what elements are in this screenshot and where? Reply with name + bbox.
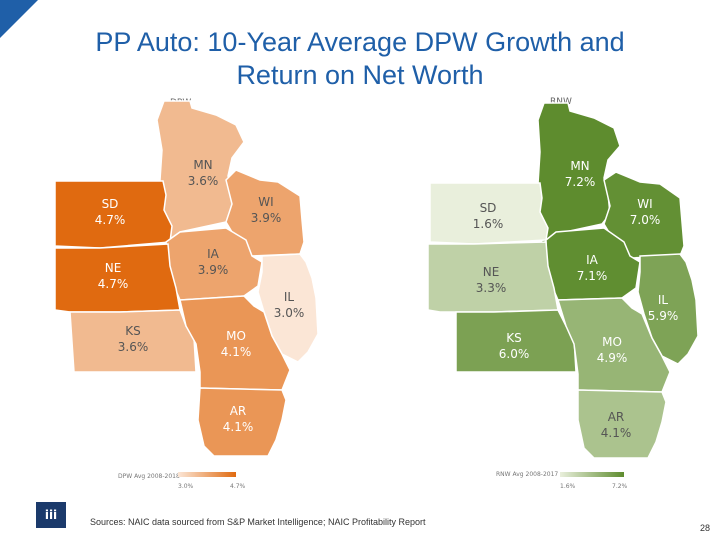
state-value-mo: 4.9% bbox=[597, 351, 628, 365]
state-value-ia: 3.9% bbox=[198, 263, 229, 277]
state-abbr-il: IL bbox=[284, 290, 295, 304]
state-value-mn: 3.6% bbox=[188, 174, 219, 188]
slide-title: PP Auto: 10-Year Average DPW Growth and … bbox=[40, 26, 680, 92]
rnw-map: MN 7.2% WI 7.0% SD 1.6% IA 7.1% NE 3.3% IL 5.9% KS 6.… bbox=[427, 102, 699, 459]
state-value-ia: 7.1% bbox=[577, 269, 608, 283]
rnw-legend-min: 1.6% bbox=[560, 483, 576, 490]
state-value-sd: 1.6% bbox=[473, 217, 504, 231]
page-number: 28 bbox=[699, 523, 710, 533]
state-value-ks: 6.0% bbox=[499, 347, 530, 361]
state-value-wi: 3.9% bbox=[251, 211, 282, 225]
dpw-legend-title: DPW Avg 2008-2018 bbox=[118, 473, 180, 480]
state-region-wi bbox=[225, 169, 305, 257]
title-line-2: Return on Net Worth bbox=[236, 60, 484, 90]
state-value-mo: 4.1% bbox=[221, 345, 252, 359]
state-region-ne bbox=[427, 241, 559, 313]
state-value-wi: 7.0% bbox=[630, 213, 661, 227]
state-region-sd bbox=[429, 182, 549, 245]
state-abbr-mo: MO bbox=[226, 329, 246, 343]
state-region-ne bbox=[54, 243, 181, 313]
state-abbr-mn: MN bbox=[193, 158, 212, 172]
state-region-wi bbox=[603, 171, 685, 259]
state-abbr-mo: MO bbox=[602, 335, 622, 349]
state-region-sd bbox=[54, 180, 173, 249]
state-abbr-ne: NE bbox=[483, 265, 500, 279]
state-abbr-ar: AR bbox=[230, 404, 247, 418]
rnw-map-label: RNW bbox=[550, 97, 572, 107]
state-region-ar bbox=[577, 389, 667, 459]
corner-triangle bbox=[0, 0, 38, 38]
state-abbr-ia: IA bbox=[207, 247, 220, 261]
title-line-1: PP Auto: 10-Year Average DPW Growth and bbox=[95, 27, 625, 57]
state-value-sd: 4.7% bbox=[95, 213, 126, 227]
state-abbr-wi: WI bbox=[637, 197, 652, 211]
rnw-legend-gradient bbox=[560, 472, 624, 477]
state-abbr-ks: KS bbox=[125, 324, 141, 338]
state-value-ar: 4.1% bbox=[223, 420, 254, 434]
state-value-ne: 4.7% bbox=[98, 277, 129, 291]
state-region-il bbox=[637, 253, 699, 365]
state-abbr-wi: WI bbox=[258, 195, 273, 209]
dpw-legend-gradient bbox=[178, 472, 236, 477]
dpw-map: MN 3.6% WI 3.9% SD 4.7% IA 3.9% NE 4.7% IL 3.0% KS 3.… bbox=[54, 100, 319, 457]
state-region-mo bbox=[179, 295, 291, 391]
dpw-legend-min: 3.0% bbox=[178, 483, 194, 490]
state-value-ne: 3.3% bbox=[476, 281, 507, 295]
state-value-mn: 7.2% bbox=[565, 175, 596, 189]
iii-logo: iii bbox=[36, 502, 66, 528]
state-region-mo bbox=[556, 297, 671, 393]
rnw-legend-max: 7.2% bbox=[612, 483, 628, 490]
state-value-il: 5.9% bbox=[648, 309, 679, 323]
state-region-il bbox=[257, 253, 319, 363]
state-abbr-sd: SD bbox=[480, 201, 497, 215]
state-abbr-ia: IA bbox=[586, 253, 599, 267]
state-abbr-mn: MN bbox=[570, 159, 589, 173]
state-abbr-sd: SD bbox=[102, 197, 119, 211]
state-value-ar: 4.1% bbox=[601, 426, 632, 440]
state-abbr-ks: KS bbox=[506, 331, 522, 345]
state-region-ar bbox=[197, 387, 287, 457]
sources-note: Sources: NAIC data sourced from S&P Mark… bbox=[90, 517, 426, 527]
rnw-legend-title: RNW Avg 2008-2017 bbox=[496, 471, 559, 478]
state-abbr-ar: AR bbox=[608, 410, 625, 424]
state-value-il: 3.0% bbox=[274, 306, 305, 320]
state-value-ks: 3.6% bbox=[118, 340, 149, 354]
state-abbr-il: IL bbox=[658, 293, 669, 307]
dpw-legend-max: 4.7% bbox=[230, 483, 246, 490]
state-abbr-ne: NE bbox=[105, 261, 122, 275]
